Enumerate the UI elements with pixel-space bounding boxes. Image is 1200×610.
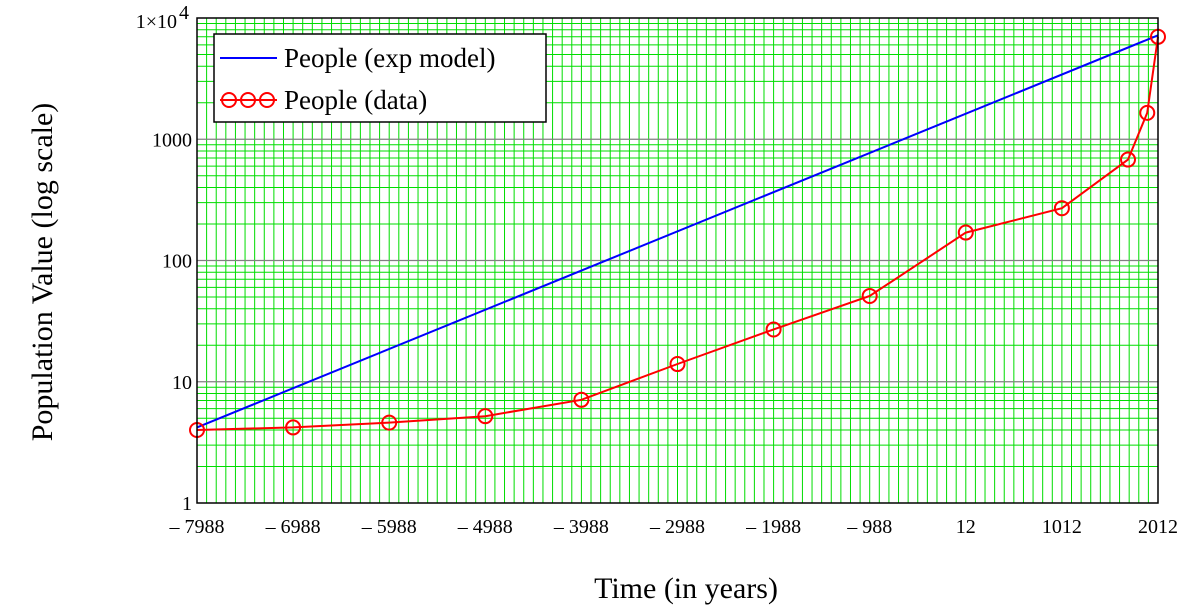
data-point	[1120, 151, 1137, 168]
x-tick-label: – 7988	[169, 516, 225, 538]
legend-label-exp-model: People (exp model)	[284, 43, 495, 73]
data-point	[573, 391, 590, 408]
data-point	[285, 419, 302, 436]
data-point	[669, 356, 686, 373]
data-point	[477, 408, 494, 425]
y-tick-label: 10	[172, 372, 192, 394]
y-tick-label: 1×10	[136, 11, 177, 33]
plot-frame	[196, 17, 1159, 504]
y-tick-label: 1	[182, 493, 192, 515]
legend-marker	[240, 92, 256, 108]
data-point	[861, 287, 878, 304]
exp-model-line	[196, 34, 1159, 429]
legend-marker	[221, 92, 237, 108]
legend: People (exp model) People (data)	[213, 33, 547, 123]
x-tick-label: 1012	[1042, 516, 1082, 538]
x-axis-title: Time (in years)	[594, 572, 778, 605]
x-tick-label: – 1988	[745, 516, 801, 538]
x-tick-label: 12	[956, 516, 976, 538]
data-point	[765, 321, 782, 338]
x-tick-label: – 4988	[457, 516, 513, 538]
legend-marker	[259, 92, 275, 108]
y-tick-label: 1000	[152, 129, 192, 151]
data-line	[196, 36, 1159, 431]
y-tick-exponent: 4	[179, 2, 189, 24]
y-axis-title: Population Value (log scale)	[26, 103, 59, 442]
legend-box	[213, 33, 547, 123]
y-tick-labels: 1 10 100 1000 1×10 4	[136, 2, 192, 515]
x-tick-label: – 3988	[553, 516, 609, 538]
series-layer	[189, 28, 1166, 439]
data-point	[1139, 104, 1156, 121]
data-point	[381, 414, 398, 431]
x-tick-label: – 988	[846, 516, 892, 538]
x-tick-labels: – 7988 – 6988 – 5988 – 4988 – 3988 – 2988 – 19…	[169, 516, 1179, 538]
x-tick-label: – 2988	[649, 516, 705, 538]
data-point	[957, 224, 974, 241]
y-tick-label: 100	[162, 251, 192, 273]
x-tick-label: 2012	[1138, 516, 1178, 538]
data-point	[1053, 200, 1070, 217]
x-tick-label: – 6988	[265, 516, 321, 538]
x-tick-label: – 5988	[361, 516, 417, 538]
legend-label-data: People (data)	[284, 85, 427, 115]
